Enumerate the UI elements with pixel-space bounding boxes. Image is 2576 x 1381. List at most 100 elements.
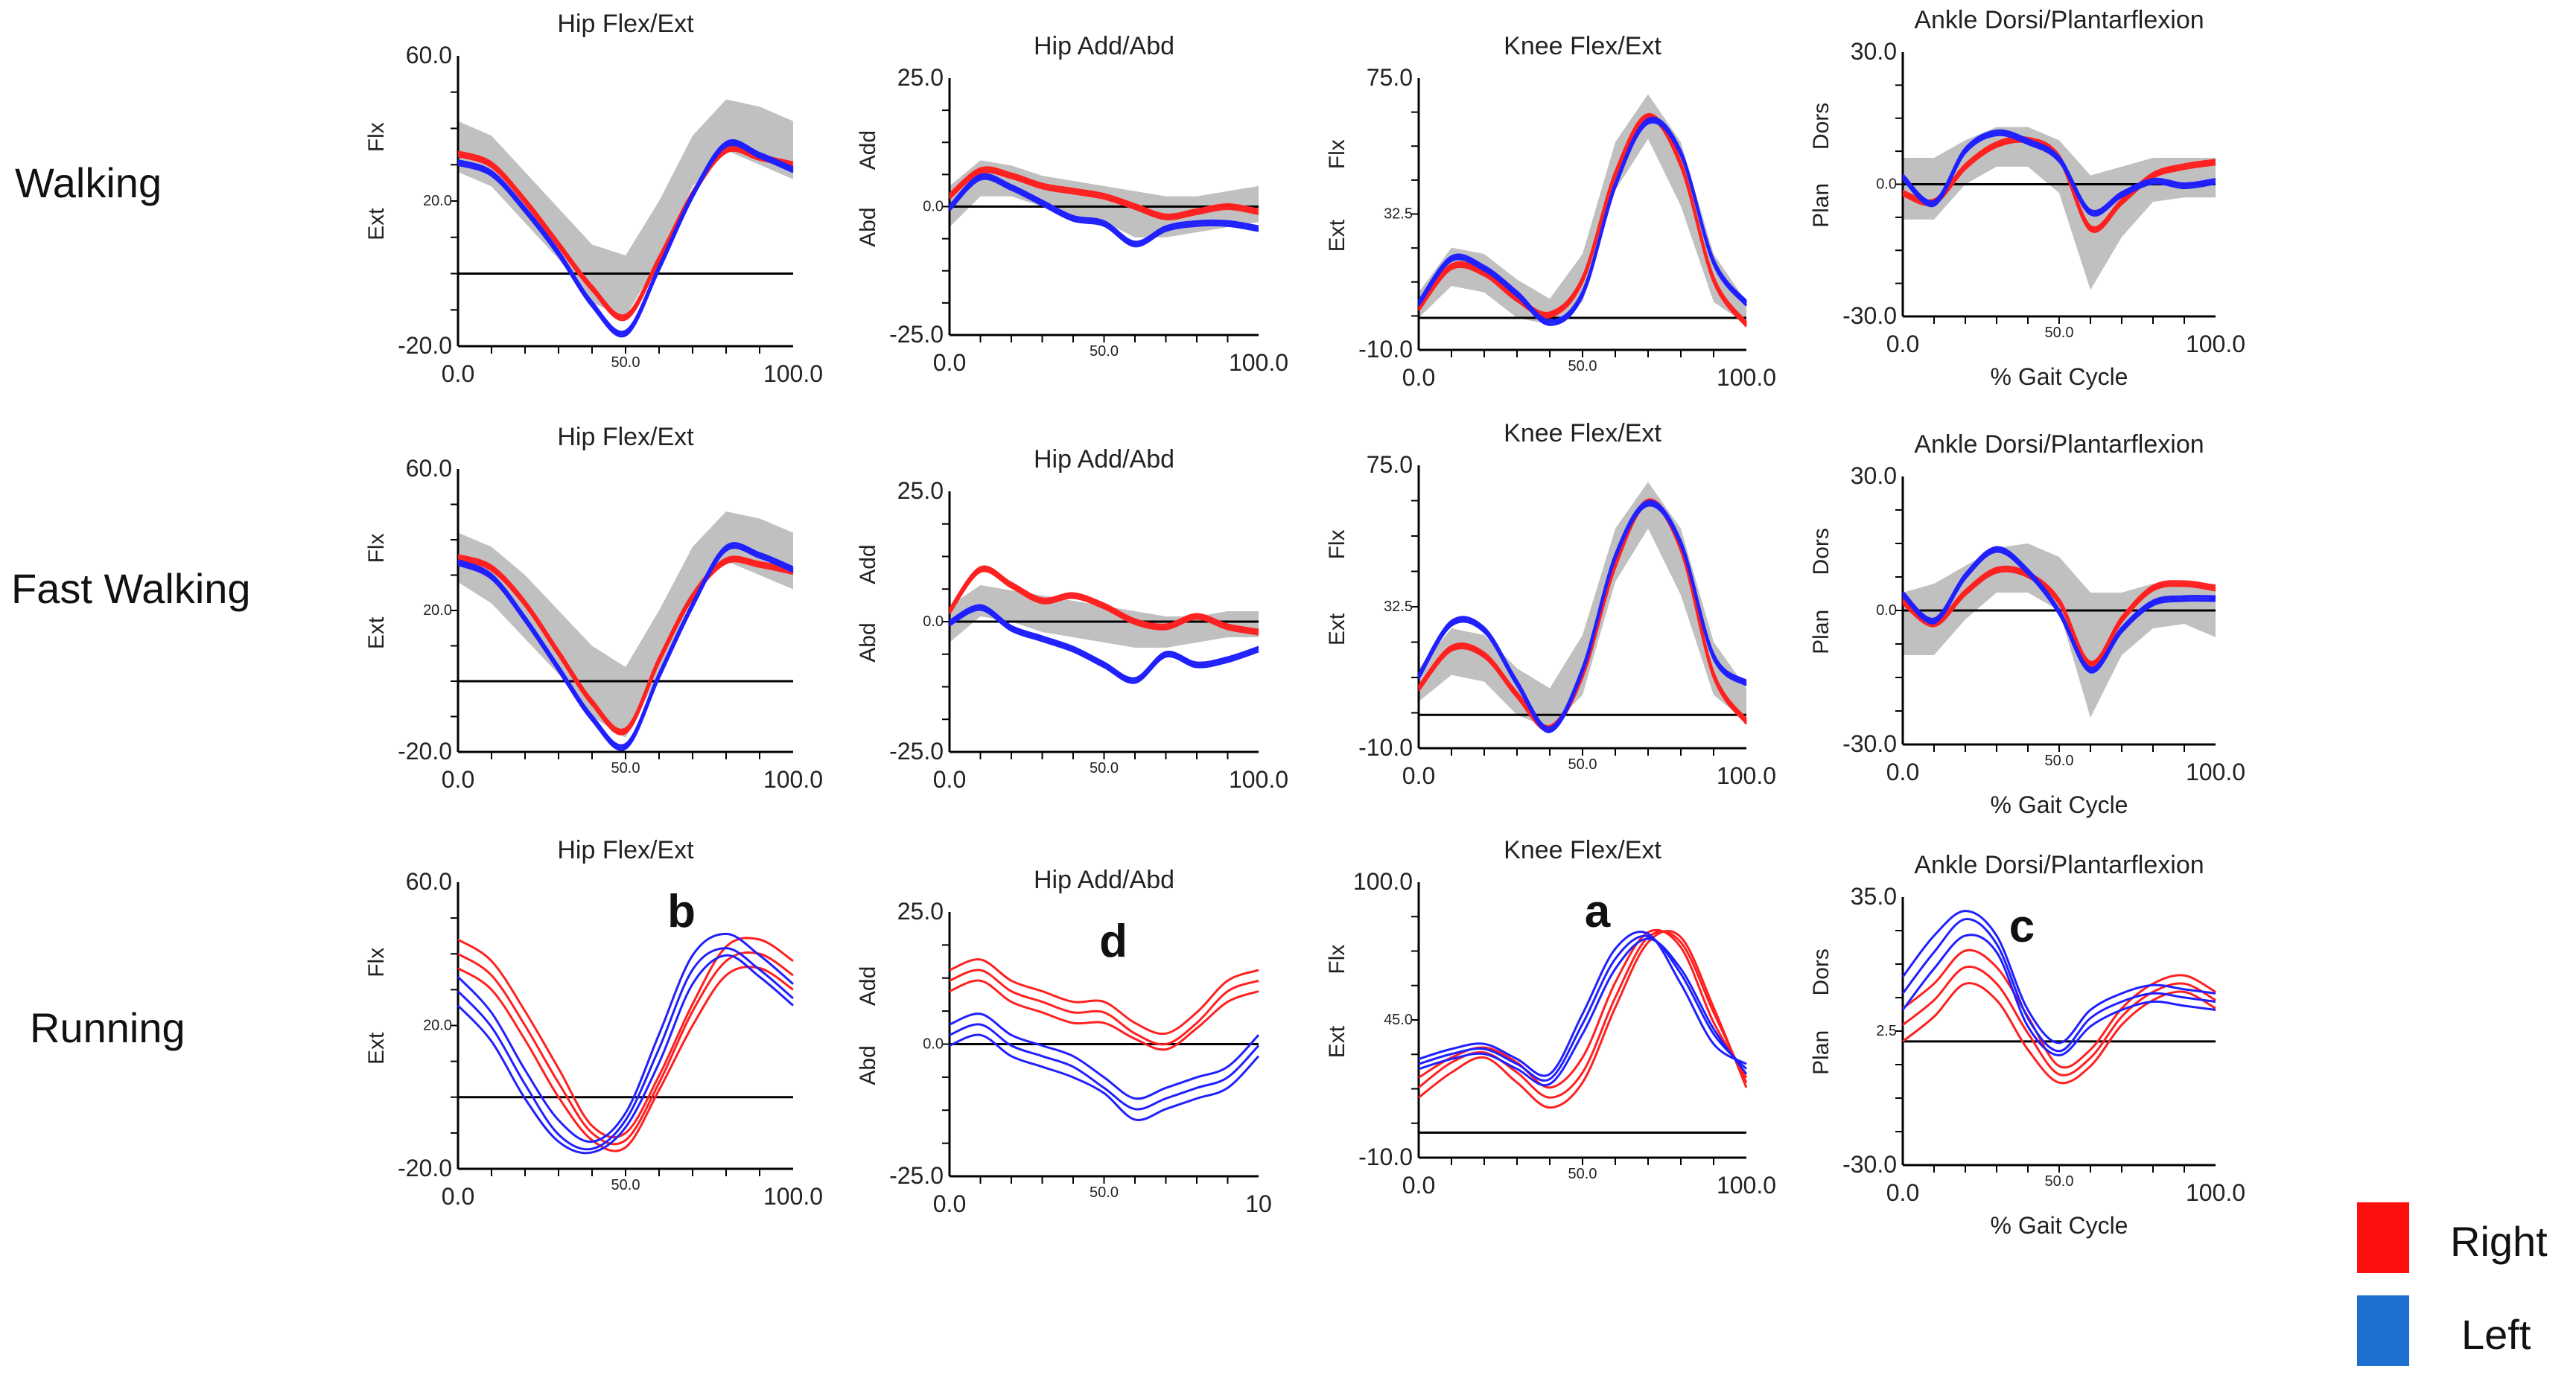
right-curve — [949, 166, 1259, 216]
left-curve — [1901, 918, 2216, 1053]
xtick-label-right: 100.0 — [1229, 766, 1288, 793]
left-curve — [1901, 548, 2216, 672]
left-curve — [457, 546, 794, 751]
ylabel-negative: Ext — [364, 616, 389, 649]
xtick-label-right: 100.0 — [763, 766, 823, 793]
legend-label-left: Left — [2461, 1311, 2531, 1358]
ylabel-positive: Flx — [364, 948, 389, 977]
right-curve — [1418, 930, 1748, 1109]
xtick-label-right: 100.0 — [2186, 759, 2245, 785]
ytick-label-mid: 0.0 — [923, 1036, 944, 1053]
xtick-label-left: 0.0 — [442, 1183, 474, 1210]
xtick-label-left: 0.0 — [1402, 1172, 1435, 1199]
row-label-0: Walking — [15, 159, 162, 206]
panel-title: Ankle Dorsi/Plantarflexion — [1914, 851, 2204, 879]
left-curve — [457, 542, 794, 747]
ytick-label-mid: 45.0 — [1384, 1012, 1413, 1028]
ytick-label-top: 25.0 — [897, 477, 944, 504]
xtick-label-mid: 50.0 — [1090, 1184, 1119, 1201]
right-curve — [1902, 570, 2216, 668]
ylabel-positive: Dors — [1809, 948, 1834, 995]
ytick-label-bottom: -20.0 — [398, 738, 452, 765]
right-curve — [948, 570, 1259, 636]
right-curve — [457, 554, 794, 731]
xtick-label-left: 0.0 — [933, 766, 966, 793]
right-curve — [1902, 965, 2216, 1077]
xtick-label-left: 0.0 — [933, 1190, 966, 1217]
ylabel-positive: Dors — [1809, 528, 1834, 575]
ylabel-negative: Ext — [1325, 613, 1349, 645]
xtick-label-mid: 50.0 — [2045, 1173, 2074, 1190]
left-curve — [1418, 937, 1748, 1087]
ytick-label-top: 75.0 — [1367, 451, 1413, 478]
xtick-label-mid: 50.0 — [2045, 325, 2074, 341]
right-curve — [1417, 503, 1748, 732]
ylabel-positive: Dors — [1809, 103, 1834, 150]
annotation-letter: d — [1099, 916, 1128, 967]
left-curve — [1417, 121, 1748, 326]
annotation-letter: c — [2009, 901, 2035, 952]
right-curve — [949, 958, 1259, 1036]
xtick-label-right: 100.0 — [2186, 331, 2245, 357]
xtick-label-left: 0.0 — [1402, 364, 1435, 391]
right-curve — [1902, 948, 2216, 1069]
ytick-label-top: 75.0 — [1367, 64, 1413, 91]
xtick-label-mid: 50.0 — [611, 1177, 640, 1193]
xaxis-label: % Gait Cycle — [1991, 1212, 2128, 1239]
panel-1-2: Knee Flex/Ext 75.0 32.5 -10.0 Flx Ext 0.0 50.0 1… — [1325, 419, 1776, 789]
ylabel-negative: Ext — [364, 208, 389, 240]
ylabel-negative: Plan — [1809, 1030, 1834, 1075]
panel-title: Ankle Dorsi/Plantarflexion — [1914, 430, 2204, 459]
left-curve — [1417, 504, 1747, 733]
left-curve — [1418, 931, 1747, 1077]
panel-title: Hip Add/Abd — [1034, 445, 1174, 473]
normative-band — [458, 99, 793, 317]
panel-title: Hip Flex/Ext — [557, 836, 694, 864]
ytick-label-mid: 0.0 — [1876, 176, 1897, 193]
annotation-letter: a — [1585, 886, 1611, 937]
xtick-label-left: 0.0 — [1886, 1179, 1919, 1206]
right-curve — [457, 558, 794, 736]
ylabel-positive: Add — [856, 544, 880, 584]
ytick-label-top: 30.0 — [1851, 462, 1897, 489]
xtick-label-mid: 50.0 — [1568, 756, 1597, 773]
right-curve — [457, 144, 794, 317]
left-curve — [1901, 133, 2216, 217]
left-curve — [457, 954, 794, 1155]
normative-band — [1419, 94, 1746, 325]
xaxis-label: % Gait Cycle — [1991, 791, 2128, 818]
legend-swatch-right — [2357, 1202, 2409, 1273]
ytick-label-top: 25.0 — [897, 898, 944, 925]
xtick-label-left: 0.0 — [442, 766, 474, 793]
ylabel-positive: Flx — [1325, 529, 1349, 559]
left-curve — [457, 947, 794, 1151]
ylabel-positive: Add — [856, 130, 880, 170]
ytick-label-mid: 32.5 — [1384, 599, 1413, 615]
left-curve — [1901, 546, 2216, 669]
ytick-label-top: 35.0 — [1851, 883, 1897, 910]
left-curve — [949, 606, 1259, 682]
left-curve — [457, 141, 794, 336]
xtick-label-right: 100.0 — [2186, 1179, 2245, 1206]
legend-swatch-left — [2357, 1295, 2409, 1366]
panel-0-3: Ankle Dorsi/Plantarflexion30.00.0-30.0Do… — [1809, 6, 2245, 390]
right-curve — [1418, 930, 1748, 1099]
xtick-label-right: 10 — [1245, 1190, 1272, 1217]
row-label-1: Fast Walking — [11, 565, 251, 612]
ytick-label-bottom: -10.0 — [1358, 1144, 1413, 1170]
panel-title: Hip Add/Abd — [1034, 866, 1174, 894]
panel-title: Knee Flex/Ext — [1504, 836, 1661, 864]
ytick-label-mid: 20.0 — [423, 193, 452, 209]
right-curve — [1902, 982, 2216, 1085]
ylabel-negative: Ext — [1325, 219, 1349, 252]
ylabel-positive: Flx — [1325, 139, 1349, 169]
xtick-label-right: 100.0 — [763, 360, 823, 387]
xaxis-label: % Gait Cycle — [1991, 363, 2128, 390]
ytick-label-mid: 0.0 — [923, 613, 944, 630]
panel-title: Hip Flex/Ext — [557, 10, 694, 38]
left-curve — [949, 608, 1259, 684]
right-curve — [949, 170, 1259, 220]
xtick-label-right: 100.0 — [763, 1183, 823, 1210]
